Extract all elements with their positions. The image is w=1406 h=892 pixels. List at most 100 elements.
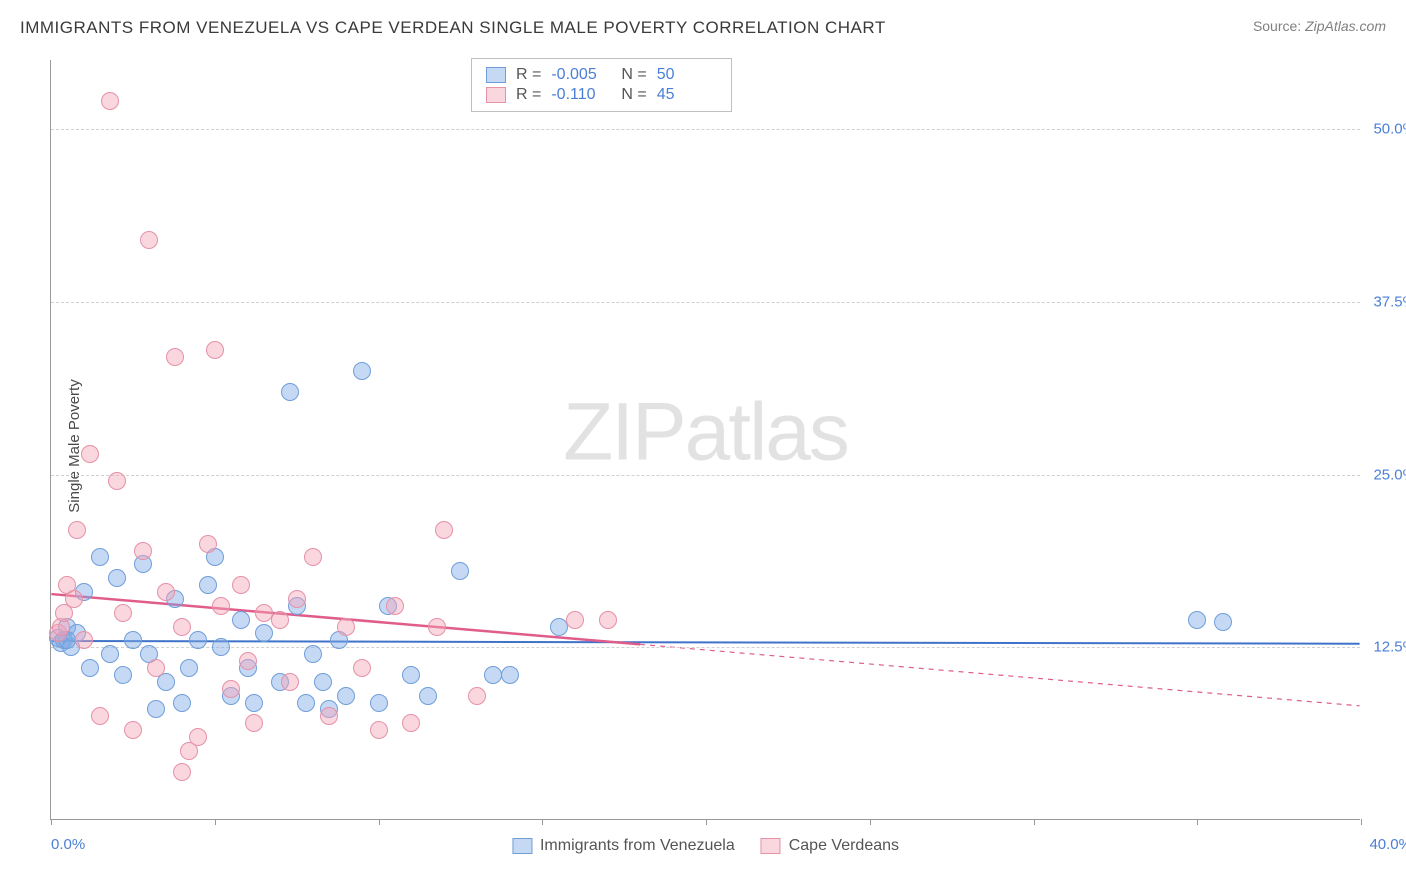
data-point (147, 700, 165, 718)
legend-R-value: -0.110 (551, 86, 611, 104)
legend-swatch (486, 67, 506, 83)
data-point (353, 362, 371, 380)
legend-swatch (761, 838, 781, 854)
legend-correlation-row: R = -0.005 N = 50 (486, 65, 717, 85)
data-point (239, 652, 257, 670)
data-point (402, 714, 420, 732)
data-point (232, 611, 250, 629)
y-tick-label: 37.5% (1373, 293, 1406, 310)
legend-N-label: N = (621, 66, 646, 84)
x-tick (870, 819, 871, 825)
data-point (550, 618, 568, 636)
data-point (114, 604, 132, 622)
data-point (281, 383, 299, 401)
legend-correlation-row: R = -0.110 N = 45 (486, 85, 717, 105)
data-point (180, 659, 198, 677)
x-axis-min-label: 0.0% (51, 836, 85, 853)
legend-R-label: R = (516, 86, 541, 104)
trend-line-dashed (640, 644, 1360, 705)
data-point (232, 576, 250, 594)
data-point (108, 569, 126, 587)
x-tick (215, 819, 216, 825)
legend-swatch (486, 87, 506, 103)
data-point (337, 618, 355, 636)
data-point (134, 542, 152, 560)
data-point (124, 721, 142, 739)
data-point (428, 618, 446, 636)
data-point (304, 645, 322, 663)
watermark-bold: ZIP (563, 386, 685, 477)
watermark-light: atlas (685, 386, 848, 477)
data-point (147, 659, 165, 677)
data-point (101, 92, 119, 110)
source-name: ZipAtlas.com (1305, 18, 1386, 34)
data-point (255, 624, 273, 642)
data-point (55, 604, 73, 622)
data-point (157, 583, 175, 601)
x-tick (706, 819, 707, 825)
data-point (484, 666, 502, 684)
data-point (206, 341, 224, 359)
gridline (51, 647, 1360, 648)
plot-area: ZIPatlas R =-0.005N =50R =-0.110N =45 0.… (50, 60, 1360, 820)
data-point (75, 631, 93, 649)
data-point (353, 659, 371, 677)
data-point (599, 611, 617, 629)
gridline (51, 129, 1360, 130)
legend-series-label: Cape Verdeans (789, 837, 899, 855)
gridline (51, 302, 1360, 303)
legend-series-item: Immigrants from Venezuela (512, 837, 735, 855)
data-point (189, 728, 207, 746)
data-point (114, 666, 132, 684)
legend-correlation: R = -0.005 N = 50 R = -0.110 N = 45 (471, 58, 732, 112)
data-point (288, 590, 306, 608)
data-point (501, 666, 519, 684)
data-point (199, 535, 217, 553)
data-point (189, 631, 207, 649)
data-point (108, 472, 126, 490)
y-tick-label: 25.0% (1373, 466, 1406, 483)
legend-R-label: R = (516, 66, 541, 84)
data-point (1214, 613, 1232, 631)
data-point (297, 694, 315, 712)
data-point (320, 707, 338, 725)
data-point (91, 707, 109, 725)
data-point (91, 548, 109, 566)
legend-N-value: 45 (657, 86, 717, 104)
data-point (173, 763, 191, 781)
data-point (271, 611, 289, 629)
data-point (173, 694, 191, 712)
data-point (566, 611, 584, 629)
trend-line (51, 641, 1359, 644)
watermark: ZIPatlas (563, 385, 848, 479)
data-point (166, 348, 184, 366)
legend-series-label: Immigrants from Venezuela (540, 837, 735, 855)
data-point (304, 548, 322, 566)
source-attribution: Source: ZipAtlas.com (1253, 18, 1386, 36)
data-point (245, 714, 263, 732)
data-point (81, 659, 99, 677)
data-point (222, 680, 240, 698)
data-point (81, 445, 99, 463)
data-point (435, 521, 453, 539)
data-point (402, 666, 420, 684)
legend-N-value: 50 (657, 66, 717, 84)
y-tick-label: 50.0% (1373, 121, 1406, 138)
data-point (468, 687, 486, 705)
x-tick (1034, 819, 1035, 825)
x-tick (542, 819, 543, 825)
x-tick (1361, 819, 1362, 825)
legend-N-label: N = (621, 86, 646, 104)
data-point (101, 645, 119, 663)
x-tick (51, 819, 52, 825)
y-tick-label: 12.5% (1373, 639, 1406, 656)
data-point (173, 618, 191, 636)
data-point (1188, 611, 1206, 629)
legend-series-item: Cape Verdeans (761, 837, 899, 855)
legend-R-value: -0.005 (551, 66, 611, 84)
data-point (199, 576, 217, 594)
source-prefix: Source: (1253, 18, 1305, 34)
x-tick (379, 819, 380, 825)
x-axis-max-label: 40.0% (1369, 836, 1406, 853)
data-point (68, 521, 86, 539)
